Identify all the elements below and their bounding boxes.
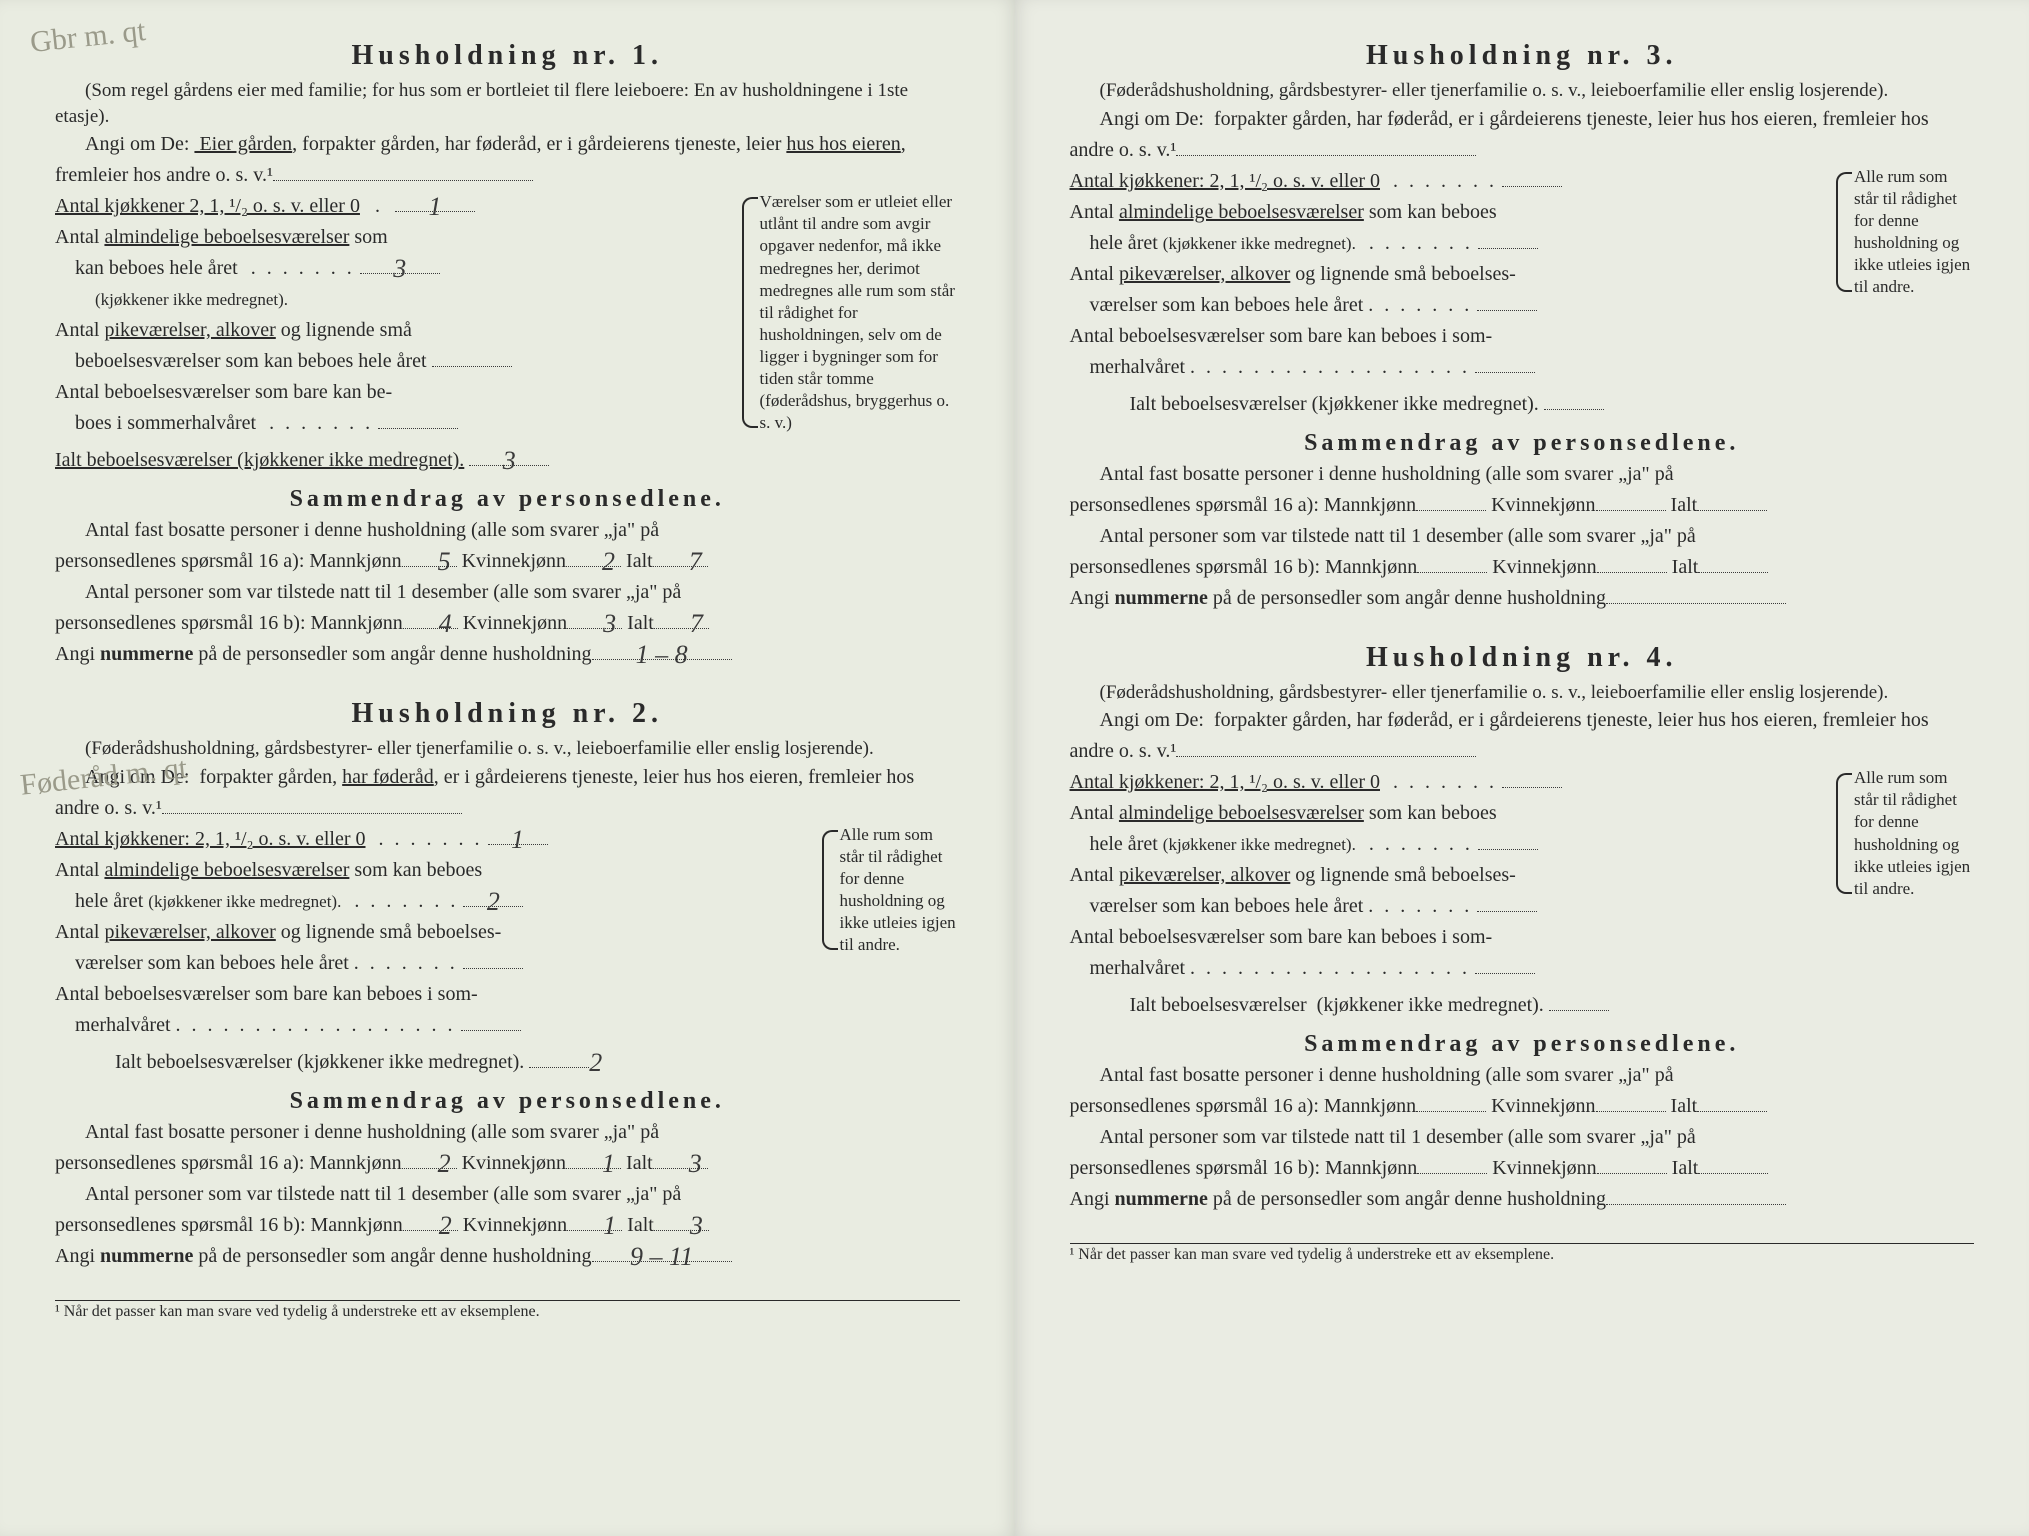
h3-maid: Antal pikeværelser, alkover og lignende … [1070, 259, 1837, 321]
h2-summer: Antal beboelsesværelser som bare kan beb… [55, 979, 822, 1041]
h3-total: Ialt beboelsesværelser (kjøkkener ikke m… [1070, 389, 1837, 420]
h1-title: Husholdning nr. 1. [55, 40, 960, 72]
h1-maid: Antal pikeværelser, alkover og lignende … [55, 315, 742, 377]
h4-rooms-block: Antal kjøkkener: 2, 1, ¹/₂ o. s. v. elle… [1070, 767, 1975, 1021]
household-3: Husholdning nr. 3. (Føderådshusholdning,… [1070, 40, 1975, 614]
h1-total: Ialt beboelsesværelser (kjøkkener ikke m… [55, 445, 742, 476]
angi-options-underlined: Eier gården [194, 133, 292, 155]
household-1: Husholdning nr. 1. (Som regel gårdens ei… [55, 40, 960, 670]
val-total: 3 [469, 441, 549, 481]
h2-rooms: Antal almindelige beboelsesværelser som … [55, 855, 822, 917]
h3-kitchens: Antal kjøkkener: 2, 1, ¹/₂ o. s. v. elle… [1070, 166, 1837, 197]
val-rooms-2: 2 [463, 882, 523, 922]
fast-k: 2 [566, 542, 621, 582]
fast-m-2: 2 [402, 1144, 457, 1184]
total-label-3: Ialt beboelsesværelser (kjøkkener ikke m… [1130, 393, 1539, 415]
h1-angi: Angi om De: Eier gården, forpakter gårde… [55, 129, 960, 191]
h1-sec-title: Sammendrag av personsedlene. [55, 486, 960, 513]
h3-tilst: Antal personer som var tilstede natt til… [1070, 521, 1975, 583]
h2-sec-title: Sammendrag av personsedlene. [55, 1088, 960, 1115]
h4-bracket: Alle rum som står til rådighet for denne… [1836, 767, 1974, 900]
rooms-note: (kjøkkener ikke medregnet). [95, 290, 288, 309]
left-page: Gbr m. qt Husholdning nr. 1. (Som regel … [0, 0, 1015, 1536]
h4-fast: Antal fast bosatte personer i denne hush… [1070, 1060, 1975, 1122]
h3-fast: Antal fast bosatte personer i denne hush… [1070, 459, 1975, 521]
val-total-2: 2 [529, 1043, 589, 1083]
val-kitchens-2: 1 [488, 820, 548, 860]
h1-fast: Antal fast bosatte personer i denne hush… [55, 515, 960, 577]
q-kitchens-3: Antal kjøkkener: 2, 1, ¹/₂ o. s. v. elle… [1070, 170, 1381, 192]
h2-title: Husholdning nr. 2. [55, 698, 960, 730]
mann-lbl: Mannkjønn [309, 550, 401, 572]
h2-rooms-block: Antal kjøkkener: 2, 1, ¹/₂ o. s. v. elle… [55, 824, 960, 1078]
h2-subtitle: (Føderådshusholdning, gårdsbestyrer- ell… [55, 736, 960, 762]
total-label-2: Ialt beboelsesværelser (kjøkkener ikke m… [115, 1051, 524, 1073]
h1-summer: Antal beboelsesværelser som bare kan be-… [55, 377, 742, 439]
numval-2: 9 – 11 [592, 1237, 732, 1277]
q-kitchens-label: Antal kjøkkener 2, 1, ¹/₂ o. s. v. eller… [55, 195, 360, 217]
numval-1: 1 – 8 [592, 635, 732, 675]
val-rooms: 3 [360, 249, 440, 289]
h4-kitchens: Antal kjøkkener: 2, 1, ¹/₂ o. s. v. elle… [1070, 767, 1837, 798]
h4-sec-title: Sammendrag av personsedlene. [1070, 1031, 1975, 1058]
angi-prefix-4: Angi om De: [1100, 709, 1204, 731]
q-kitchens-2: Antal kjøkkener: 2, 1, ¹/₂ o. s. v. elle… [55, 828, 366, 850]
h2-tilst: Antal personer som var tilstede natt til… [55, 1179, 960, 1241]
fast-i: 7 [653, 542, 708, 582]
total-label: Ialt beboelsesværelser (kjøkkener ikke m… [55, 449, 464, 471]
tilst-m-2: 2 [403, 1206, 458, 1246]
h3-sec-title: Sammendrag av personsedlene. [1070, 430, 1975, 457]
h2-maid: Antal pikeværelser, alkover og lignende … [55, 917, 822, 979]
right-footnote: ¹ Når det passer kan man svare ved tydel… [1070, 1243, 1975, 1264]
h4-rooms: Antal almindelige beboelsesværelser som … [1070, 798, 1837, 860]
h2-kitchens: Antal kjøkkener: 2, 1, ¹/₂ o. s. v. elle… [55, 824, 822, 855]
h3-bracket: Alle rum som står til rådighet for denne… [1836, 166, 1974, 299]
household-2: Husholdning nr. 2. (Føderådshusholdning,… [55, 698, 960, 1272]
h3-title: Husholdning nr. 3. [1070, 40, 1975, 72]
h3-numline: Angi nummerne på de personsedler som ang… [1070, 583, 1975, 614]
tilst-m: 4 [403, 604, 458, 644]
h1-numline: Angi nummerne på de personsedler som ang… [55, 639, 960, 670]
angi-prefix-3: Angi om De: [1100, 108, 1204, 130]
h1-subtitle: (Som regel gårdens eier med familie; for… [55, 78, 960, 129]
right-page: Husholdning nr. 3. (Føderådshusholdning,… [1015, 0, 2029, 1536]
h1-kitchens: Antal kjøkkener 2, 1, ¹/₂ o. s. v. eller… [55, 191, 742, 222]
h1-bracket: Værelser som er utleiet eller utlånt til… [742, 191, 960, 434]
h2-angi: Angi om De: forpakter gården, har føderå… [55, 762, 960, 824]
val-kitchens: 1 [395, 187, 475, 227]
h2-fast: Antal fast bosatte personer i denne hush… [55, 1117, 960, 1179]
household-4: Husholdning nr. 4. (Føderådshusholdning,… [1070, 642, 1975, 1216]
h1-rooms: Antal almindelige beboelsesværelser som … [55, 222, 742, 315]
angi-prefix: Angi om De: [85, 133, 189, 155]
fast-k-2: 1 [566, 1144, 621, 1184]
h4-subtitle: (Føderådshusholdning, gårdsbestyrer- ell… [1070, 680, 1975, 706]
h3-summer: Antal beboelsesværelser som bare kan beb… [1070, 321, 1837, 383]
h3-angi: Angi om De: forpakter gården, har føderå… [1070, 104, 1975, 166]
ialt-lbl: Ialt [626, 550, 653, 572]
h4-maid: Antal pikeværelser, alkover og lignende … [1070, 860, 1837, 922]
kvin-lbl: Kvinnekjønn [462, 550, 566, 572]
h4-angi: Angi om De: forpakter gården, har føderå… [1070, 705, 1975, 767]
h4-total: Ialt beboelsesværelser (kjøkkener ikke m… [1070, 990, 1837, 1021]
h4-summer: Antal beboelsesværelser som bare kan beb… [1070, 922, 1837, 984]
h2-bracket: Alle rum som står til rådighet for denne… [822, 824, 960, 957]
h4-numline: Angi nummerne på de personsedler som ang… [1070, 1184, 1975, 1215]
h1-tilst: Antal personer som var tilstede natt til… [55, 577, 960, 639]
h3-subtitle: (Føderådshusholdning, gårdsbestyrer- ell… [1070, 78, 1975, 104]
left-footnote: ¹ Når det passer kan man svare ved tydel… [55, 1300, 960, 1321]
h4-tilst: Antal personer som var tilstede natt til… [1070, 1122, 1975, 1184]
h3-rooms: Antal almindelige beboelsesværelser som … [1070, 197, 1837, 259]
h2-numline: Angi nummerne på de personsedler som ang… [55, 1241, 960, 1272]
fast-i-2: 3 [653, 1144, 708, 1184]
h2-total: Ialt beboelsesværelser (kjøkkener ikke m… [55, 1047, 822, 1078]
h3-rooms-block: Antal kjøkkener: 2, 1, ¹/₂ o. s. v. elle… [1070, 166, 1975, 420]
fast-m: 5 [402, 542, 457, 582]
h4-title: Husholdning nr. 4. [1070, 642, 1975, 674]
h1-rooms-block: Antal kjøkkener 2, 1, ¹/₂ o. s. v. eller… [55, 191, 960, 476]
